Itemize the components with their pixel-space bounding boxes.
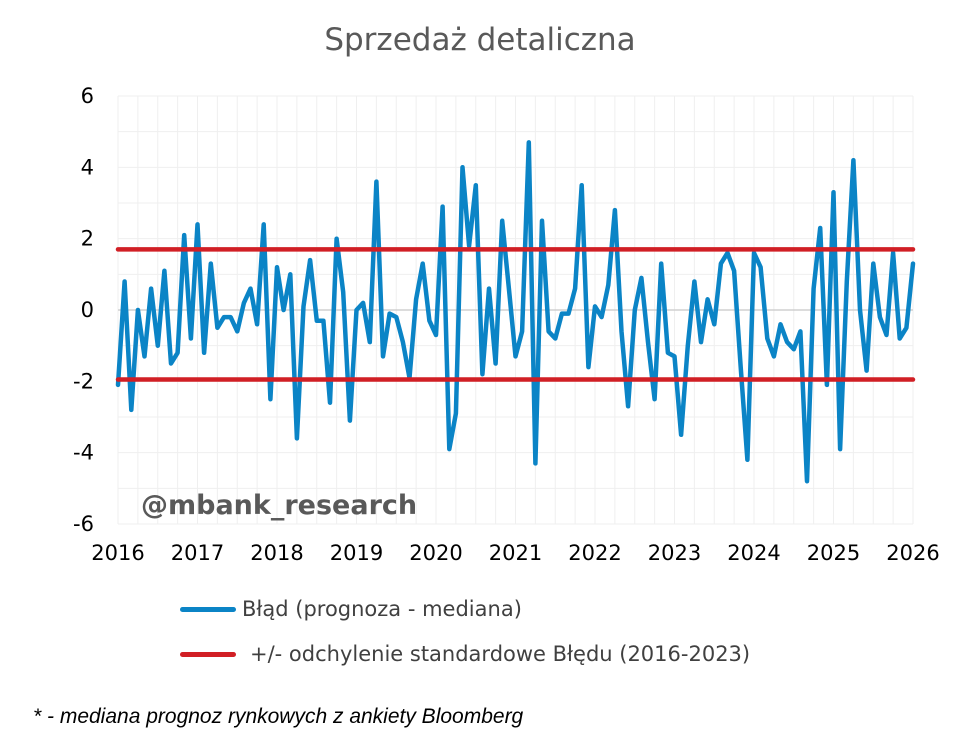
x-tick-label: 2024	[727, 541, 780, 565]
legend-swatch-blue-line	[180, 606, 236, 612]
y-tick-label: 0	[81, 298, 94, 322]
watermark-text: @mbank_research	[141, 490, 417, 521]
x-tick-label: 2021	[489, 541, 542, 565]
x-tick-label: 2023	[648, 541, 701, 565]
x-tick-label: 2016	[91, 541, 144, 565]
legend-label-error: Błąd (prognoza - mediana)	[242, 597, 522, 621]
y-tick-label: -2	[73, 369, 94, 393]
y-tick-label: 6	[81, 84, 94, 108]
x-tick-label: 2018	[250, 541, 303, 565]
x-tick-label: 2019	[330, 541, 383, 565]
y-tick-label: 2	[81, 227, 94, 251]
legend-label-std-dev: +/- odchylenie standardowe Błędu (2016-2…	[250, 642, 751, 666]
footnote: * - mediana prognoz rynkowych z ankiety …	[33, 705, 524, 728]
y-tick-label: 4	[81, 155, 94, 179]
x-tick-label: 2020	[409, 541, 462, 565]
x-axis-tick-labels: 2016 2017 2018 2019 2020 2021 2022 2023 2024 2025…	[91, 541, 939, 565]
legend-item-std-dev: +/- odchylenie standardowe Błędu (2016-2…	[180, 639, 880, 669]
y-tick-label: -6	[73, 512, 94, 536]
x-tick-label: 2022	[568, 541, 621, 565]
error-series-line	[115, 140, 916, 484]
error-series	[115, 140, 916, 484]
legend-swatch-red-line	[180, 651, 236, 657]
x-tick-label: 2025	[807, 541, 860, 565]
x-tick-label: 2017	[171, 541, 224, 565]
legend-item-error: Błąd (prognoza - mediana)	[180, 594, 880, 624]
chart-title: Sprzedaż detaliczna	[324, 22, 636, 58]
y-tick-label: -4	[73, 441, 94, 465]
x-tick-label: 2026	[886, 541, 939, 565]
std-dev-band-lines	[115, 247, 916, 382]
y-axis-tick-labels: 6 4 2 0 -2 -4 -6	[73, 84, 94, 536]
